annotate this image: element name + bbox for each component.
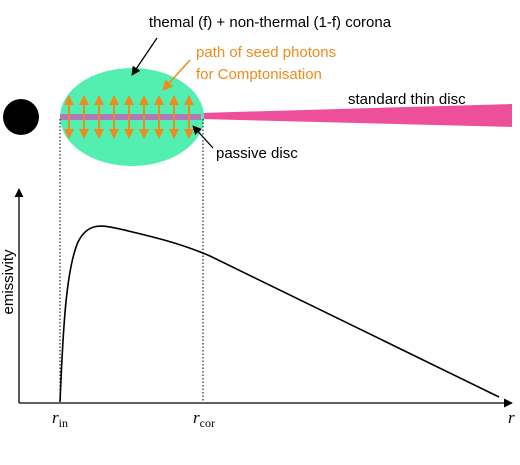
corona-pointer-arrow: [131, 37, 158, 76]
thin-disc-label: standard thin disc: [348, 91, 466, 108]
seed-photons-label-line1: path of seed photons: [196, 44, 336, 61]
corona-label: themal (f) + non-thermal (1-f) corona: [149, 14, 392, 31]
x-axis-label: r: [508, 408, 515, 427]
passive-disc-label: passive disc: [216, 145, 298, 162]
seed-photons-label-line2: for Comptonisation: [196, 66, 322, 83]
r-cor-tick-label: rcor: [193, 408, 215, 430]
seed-photon-arrows: [64, 95, 194, 139]
y-axis-label: emissivity: [0, 249, 17, 315]
r-in-tick-label: rin: [52, 408, 68, 430]
seed-photons-pointer-arrow: [162, 59, 191, 91]
passive-disc-shape: [60, 114, 201, 120]
black-hole-icon: [3, 99, 39, 135]
thin-disc-shape: [200, 104, 512, 127]
emissivity-curve: [59, 225, 500, 403]
